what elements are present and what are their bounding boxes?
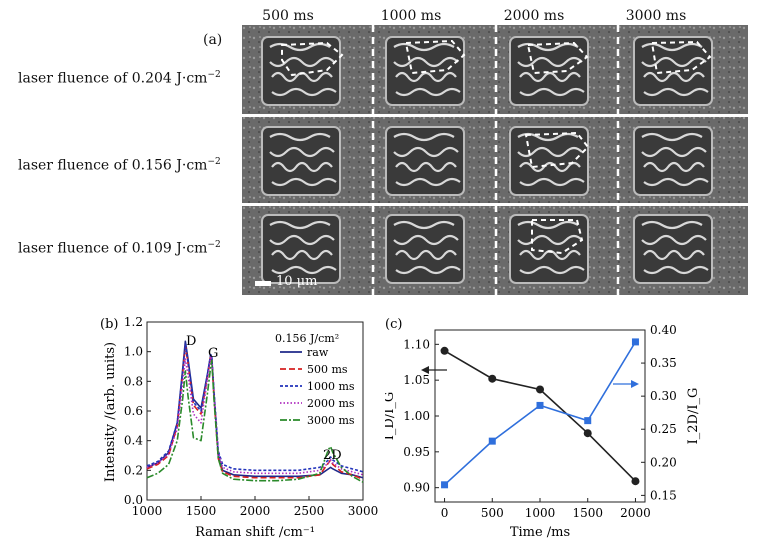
raman-legend-label-2: 1000 ms <box>307 380 355 393</box>
left-axis-arrowhead <box>421 366 429 374</box>
ratio-x-tick-label: 0 <box>441 506 449 520</box>
ratio-chart: (c) 0 500 1000 1500 2000 0.90 0.95 1.00 1.05 1.10… <box>385 317 701 540</box>
ratio-plot-frame <box>434 329 646 503</box>
raman-legend-label-3: 2000 ms <box>307 397 355 410</box>
ratio-right-tick-label: 0.15 <box>650 488 677 502</box>
ratio-point-0-0 <box>440 346 449 355</box>
panel-a-label: (a) <box>203 32 223 48</box>
ratio-point-1-4 <box>631 338 639 346</box>
row-label-3: laser fluence of 0.109 J·cm−2 <box>18 240 221 257</box>
ratio-left-tick-label: 0.90 <box>403 481 430 495</box>
raman-y-tick-label: 1.2 <box>124 315 143 329</box>
column-header-2: 1000 ms <box>380 8 442 24</box>
column-header-4: 3000 ms <box>625 8 687 24</box>
ratio-right-tick-label: 0.35 <box>650 356 677 370</box>
ratio-left-tick-label: 1.10 <box>403 337 430 351</box>
ratio-left-tick-label: 1.05 <box>403 373 430 387</box>
ratio-x-tick-label: 2000 <box>620 506 651 520</box>
right-axis-arrowhead <box>631 380 639 388</box>
ratio-point-1-0 <box>441 481 449 489</box>
raman-series-3 <box>146 356 364 476</box>
raman-legend-label-4: 3000 ms <box>307 414 355 427</box>
raman-series-2 <box>146 343 364 473</box>
ratio-point-0-2 <box>536 385 544 394</box>
annotation-D: D <box>186 334 196 349</box>
ratio-right-tick-label: 0.30 <box>650 389 677 403</box>
ratio-x-tick-label: 500 <box>481 506 504 520</box>
row-label-2: laser fluence of 0.156 J·cm−2 <box>18 157 221 174</box>
raman-spectra-chart: (b) 1000 1500 2000 2500 3000 0.0 0.2 0.4 0.6 0.8 1… <box>100 315 379 540</box>
raman-y-tick-label: 0.4 <box>124 434 143 448</box>
ratio-point-1-1 <box>488 437 496 445</box>
sem-image-grid <box>242 25 748 295</box>
raman-legend-title: 0.156 J/cm² <box>275 332 339 345</box>
ratio-left-tick-label: 0.95 <box>403 445 430 459</box>
raman-x-axis-label: Raman shift /cm⁻¹ <box>195 525 315 540</box>
ratio-left-tick-label: 1.00 <box>403 409 430 423</box>
raman-y-tick-label: 0.6 <box>124 404 143 418</box>
panel-c-label: (c) <box>385 317 402 332</box>
raman-y-axis-label: Intensity /(arb. units) <box>103 342 118 482</box>
raman-y-tick-label: 0.8 <box>124 374 143 388</box>
ratio-x-tick-label: 1500 <box>572 506 603 520</box>
ratio-x-axis-label: Time /ms <box>510 525 570 540</box>
ratio-right-tick-label: 0.40 <box>650 323 677 337</box>
raman-x-tick-label: 2000 <box>240 504 271 518</box>
raman-legend-label-0: raw <box>307 346 329 359</box>
ratio-point-0-3 <box>583 429 592 438</box>
raman-y-tick-label: 1.0 <box>124 345 143 359</box>
raman-x-tick-label: 2500 <box>294 504 325 518</box>
annotation-2D: 2D <box>323 448 342 463</box>
ratio-left-axis-label: I_D/I_G <box>385 392 397 440</box>
raman-x-tick-label: 1000 <box>132 504 163 518</box>
column-header-3: 2000 ms <box>503 8 565 24</box>
scale-bar <box>255 281 271 286</box>
raman-y-tick-label: 0.2 <box>124 463 143 477</box>
ratio-point-0-4 <box>631 477 640 486</box>
raman-legend-label-1: 500 ms <box>307 363 348 376</box>
raman-x-tick-label: 1500 <box>186 504 217 518</box>
ratio-point-1-3 <box>584 417 592 425</box>
ratio-right-tick-label: 0.25 <box>650 422 677 436</box>
ratio-series-line-0 <box>444 350 637 482</box>
row-label-1: laser fluence of 0.204 J·cm−2 <box>18 70 221 87</box>
ratio-right-axis-label: I_2D/I_G <box>686 388 701 445</box>
raman-y-tick-label: 0.0 <box>124 493 143 507</box>
panel-b-label: (b) <box>100 317 118 332</box>
ratio-x-tick-label: 1000 <box>525 506 556 520</box>
ratio-point-0-1 <box>488 374 497 383</box>
raman-x-tick-label: 3000 <box>348 504 379 518</box>
annotation-G: G <box>208 346 218 361</box>
ratio-series-line-1 <box>444 341 637 486</box>
scale-bar-label: 10 μm <box>276 274 318 289</box>
ratio-right-tick-label: 0.20 <box>650 455 677 469</box>
raman-series-4 <box>146 359 364 483</box>
ratio-point-1-2 <box>536 401 544 409</box>
column-header-1: 500 ms <box>262 8 314 24</box>
